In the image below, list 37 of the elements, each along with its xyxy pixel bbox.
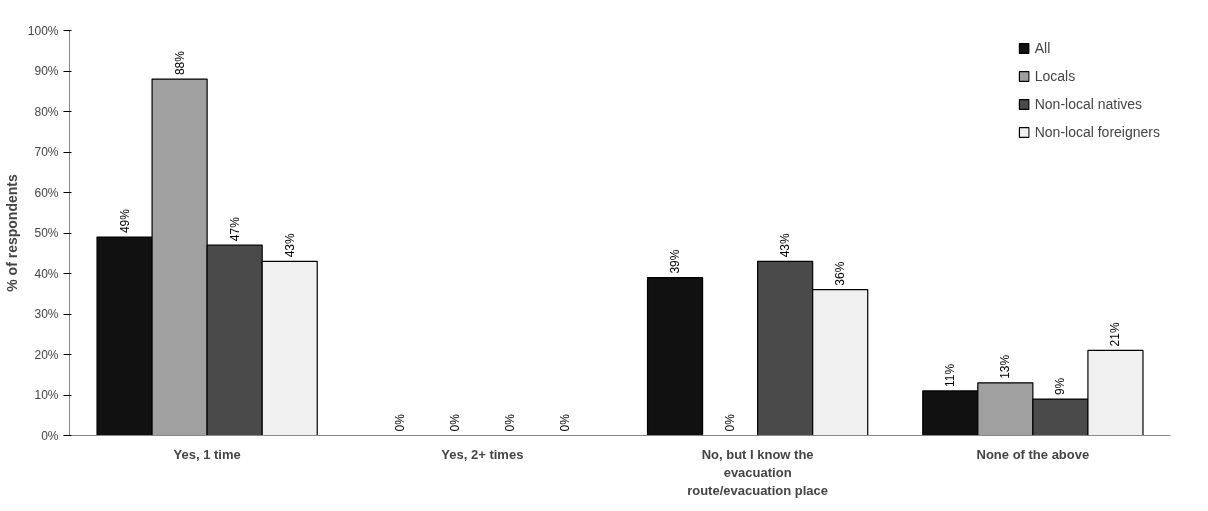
y-axis-title: % of respondents (3, 174, 20, 292)
y-tick-label: 50% (34, 226, 59, 240)
data-label: 0% (447, 413, 462, 432)
legend-label: Non-local natives (1034, 96, 1143, 112)
y-tick-label: 60% (34, 185, 59, 200)
data-label: 0% (723, 413, 738, 432)
y-tick-label: 0% (41, 428, 59, 443)
data-label: 36% (833, 261, 848, 286)
data-label: 21% (1108, 322, 1123, 347)
legend-label: All (1034, 40, 1052, 56)
data-label: 11% (943, 363, 958, 387)
legend-label: Non-local foreigners (1034, 124, 1160, 140)
y-tick-label: 10% (34, 388, 59, 402)
data-label: 47% (227, 216, 242, 242)
data-label: 88% (172, 50, 187, 76)
data-label: 0% (392, 413, 407, 432)
data-label: 43% (778, 233, 793, 258)
data-label: 49% (117, 208, 132, 234)
y-tick-label: 30% (34, 307, 59, 321)
y-tick-label: 20% (34, 347, 59, 362)
x-tick-label: No, but I know the evacuation route/evacuation place (687, 446, 829, 498)
y-tick-label: 100% (27, 23, 59, 38)
data-label: 39% (668, 249, 683, 274)
y-tick-label: 80% (34, 104, 59, 119)
data-label: 13% (998, 354, 1013, 379)
x-tick-label: Yes, 1 time (173, 446, 241, 462)
legend-label: Locals (1034, 68, 1076, 84)
data-label: 9% (1053, 377, 1068, 396)
data-label: 0% (557, 413, 572, 432)
y-tick-label: 90% (34, 64, 59, 78)
bar (646, 276, 704, 436)
data-label: 43% (282, 233, 297, 258)
x-tick-label: Yes, 2+ times (441, 446, 524, 462)
data-label: 0% (502, 413, 517, 432)
y-tick-label: 40% (34, 266, 59, 281)
x-tick-label: None of the above (976, 446, 1090, 462)
y-tick-label: 70% (34, 145, 59, 159)
